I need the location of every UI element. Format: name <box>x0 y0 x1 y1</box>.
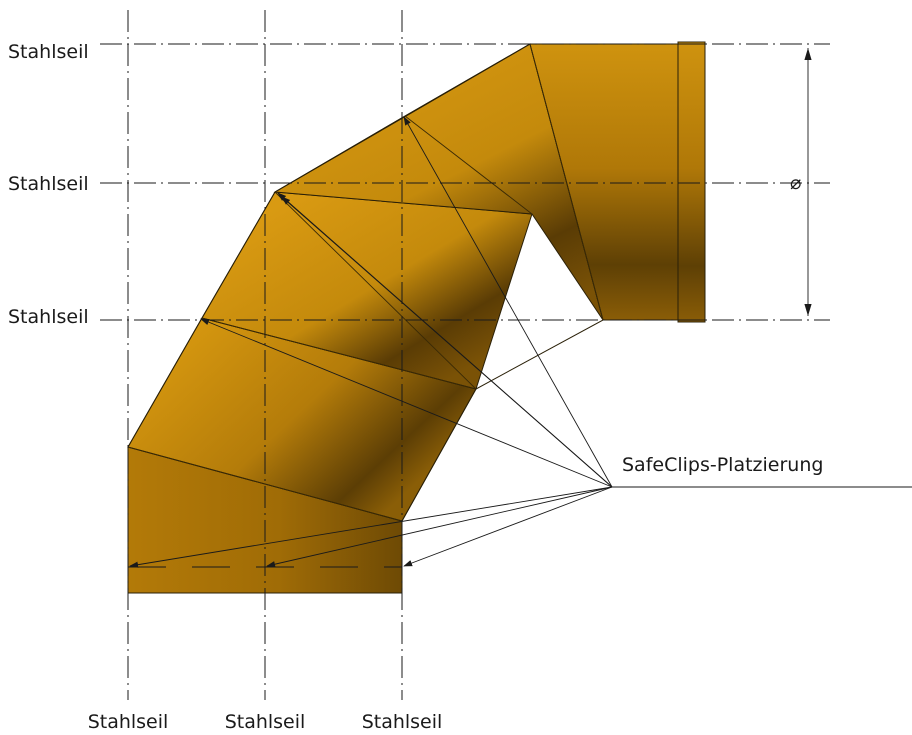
seam-3 <box>274 191 477 390</box>
leader-6 <box>266 486 613 568</box>
seam-5 <box>529 43 604 321</box>
centerlines <box>100 10 830 700</box>
leader-3 <box>281 196 613 488</box>
seam-1 <box>127 446 403 522</box>
pipe-elbow <box>127 41 706 594</box>
labels: Stahlseil Stahlseil Stahlseil Stahlseil … <box>8 41 823 733</box>
pipe-end-collar <box>677 41 706 323</box>
leader-1 <box>403 116 613 488</box>
diameter-symbol: ⌀ <box>790 172 801 194</box>
diameter-dimension: ⌀ <box>790 48 812 316</box>
leader-5 <box>129 486 613 568</box>
leader-7 <box>403 486 613 567</box>
seam-4 <box>404 115 533 215</box>
stahlseil-label-left-1: Stahlseil <box>8 41 89 63</box>
stahlseil-label-left-2: Stahlseil <box>8 173 89 195</box>
leader-4 <box>200 318 613 488</box>
stahlseil-label-bottom-2: Stahlseil <box>225 711 306 733</box>
stahlseil-label-left-3: Stahlseil <box>8 306 89 328</box>
stahlseil-label-bottom-3: Stahlseil <box>362 711 443 733</box>
stahlseil-label-bottom-1: Stahlseil <box>88 711 169 733</box>
callout-leaders <box>129 116 912 568</box>
safeclips-callout-label: SafeClips-Platzierung <box>622 454 823 476</box>
seam-2 <box>201 317 477 390</box>
